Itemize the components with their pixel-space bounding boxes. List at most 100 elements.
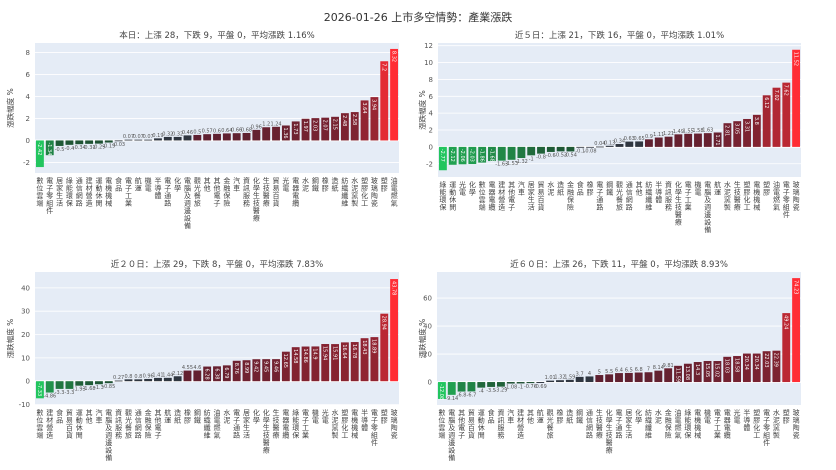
bar-value-label: 3.94: [371, 99, 377, 110]
bar: [566, 146, 575, 152]
x-category-label: 電子通路: [596, 181, 604, 212]
x-category-label: 汽車: [233, 176, 241, 193]
y-tick-label: 0: [26, 378, 30, 386]
bar-value-label: 9.81: [663, 363, 674, 369]
bar-value-label: -1: [529, 156, 534, 162]
bar-value-label: 0.27: [113, 375, 124, 381]
bar-value-label: -6.7: [467, 392, 477, 398]
bar-value-label: -0.19: [102, 144, 115, 150]
bar: [664, 136, 673, 147]
x-category-label: 水泥窯製: [331, 408, 339, 440]
bar-value-label: -3.3: [55, 390, 65, 396]
bar-value-label: 1.21: [663, 131, 674, 137]
bar: [163, 136, 172, 141]
bar-value-label: -0.76: [524, 384, 537, 390]
y-axis-title: 漲跌幅度 %: [417, 319, 427, 359]
bar: [262, 127, 271, 141]
bar-value-label: 6.79: [223, 367, 229, 378]
x-category-label: 生技醫療: [272, 408, 280, 439]
x-category-label: 其他: [203, 177, 211, 193]
bar: [85, 381, 94, 386]
y-tick-label: 2: [26, 115, 30, 123]
bar: [467, 382, 476, 392]
x-category-label: 紡織纖維: [645, 408, 653, 440]
bar-value-label: 7.02: [773, 90, 779, 101]
x-category-label: 通信網路: [625, 180, 633, 212]
bar: [370, 337, 379, 382]
bar-value-label: -1.86: [478, 149, 484, 162]
x-category-label: 數位雲端: [36, 408, 44, 440]
x-category-label: 造紙: [566, 408, 574, 425]
x-category-label: 數位雲端: [36, 176, 44, 208]
bar: [448, 146, 457, 165]
x-category-label: 貿易百貨: [467, 408, 475, 440]
bar: [772, 87, 781, 147]
x-category-label: 資訊服務: [243, 176, 251, 208]
bar-value-label: 11.52: [792, 52, 798, 66]
bar-value-label: 7: [647, 367, 650, 373]
bar-value-label: 12.65: [282, 354, 288, 368]
bar-value-label: 1.97: [302, 121, 308, 132]
bar: [723, 356, 732, 383]
x-category-label: 塑膠化工: [341, 408, 349, 439]
bar-value-label: 0.04: [594, 141, 605, 147]
plot-area: [35, 43, 399, 173]
bar-value-label: 5: [598, 370, 601, 376]
y-tick-label: 4: [26, 93, 31, 101]
bar: [585, 376, 594, 383]
bar: [684, 133, 693, 147]
bar: [527, 146, 536, 156]
bar-value-label: 7.62: [783, 85, 789, 96]
bar: [713, 132, 722, 147]
bar-value-label: -1.68: [488, 149, 494, 162]
x-category-label: 水泥窯製: [351, 176, 359, 208]
bar: [95, 381, 103, 385]
x-category-label: 電腦及週邊設備: [448, 409, 456, 462]
x-category-label: 化學生技醫療: [674, 180, 682, 226]
bar-value-label: 0.57: [202, 129, 213, 135]
bar-value-label: 6.8: [635, 367, 643, 373]
y-tick-label: 0: [429, 143, 433, 151]
bar-value-label: 14.9: [312, 348, 318, 359]
bar: [507, 146, 516, 160]
bar: [624, 372, 633, 383]
bar-value-label: 1.24: [270, 121, 281, 127]
bar-value-label: -1.3: [94, 385, 104, 391]
x-category-label: 金融保險: [664, 408, 672, 440]
bar-value-label: 2.03: [312, 120, 318, 131]
bar: [95, 140, 103, 144]
x-category-label: 電腦及週邊設備: [183, 177, 191, 230]
bar: [291, 347, 300, 382]
subplot-title: 近２０日：上漲 29，下跌 8，平盤 0，平均漲跌 7.83%: [111, 259, 323, 270]
bar: [360, 100, 369, 141]
bar-value-label: 1.36: [282, 127, 288, 138]
x-category-label: 電子通路: [164, 177, 172, 208]
bar: [124, 139, 133, 141]
bar: [645, 139, 653, 147]
bar-value-label: 0.46: [182, 130, 193, 136]
x-category-label: 食品: [576, 180, 584, 197]
bar-value-label: 0.8: [124, 374, 132, 380]
bar: [674, 134, 683, 147]
bar-value-label: 15.05: [704, 363, 710, 377]
x-category-label: 建材營造: [517, 408, 525, 440]
bar: [703, 360, 712, 383]
bar: [437, 382, 446, 399]
bar: [183, 370, 192, 382]
bar: [654, 370, 663, 383]
bar-value-label: -2.03: [469, 149, 475, 162]
bar-value-label: 1.41: [152, 372, 163, 378]
bar: [311, 346, 320, 382]
bar: [104, 140, 113, 143]
bar: [487, 382, 496, 387]
y-tick-label: 40: [21, 284, 30, 292]
x-category-label: 化學: [174, 176, 182, 193]
y-tick-label: 20: [21, 331, 30, 339]
bar-value-label: 0.5: [193, 129, 201, 135]
bar-value-label: 28.94: [381, 316, 387, 330]
x-category-label: 食品: [56, 408, 64, 425]
bar-value-label: -1.34: [46, 142, 52, 155]
bar: [65, 381, 74, 389]
bar: [124, 379, 133, 382]
x-category-label: 造紙: [557, 180, 565, 197]
